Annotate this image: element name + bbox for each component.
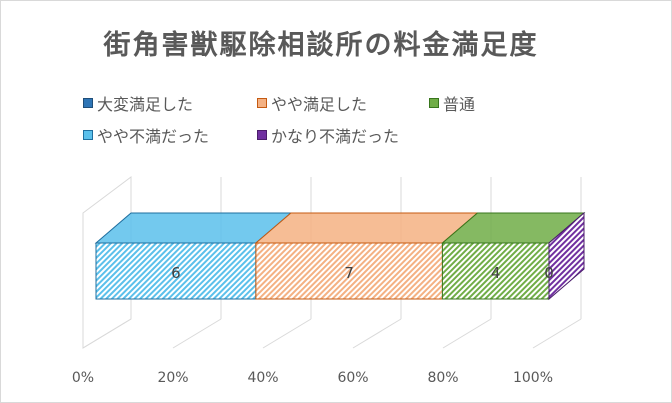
legend-item-very-dissatisfied: かなり不満だった [257,123,399,147]
bar-segment [255,242,443,300]
x-tick-label: 60% [337,370,368,386]
legend-swatch [83,130,93,140]
x-tick-label: 20% [157,370,188,386]
data-label: 6 [171,264,181,282]
data-label: 0 [544,264,554,282]
legend-label: やや満足した [271,95,368,114]
bar-top-face [254,212,479,244]
legend-swatch [257,98,267,108]
bar-segment [441,242,550,300]
x-tick-label: 100% [513,370,553,386]
legend-label: かなり不満だった [271,127,400,146]
x-tick-label: 80% [427,370,458,386]
legend-item-somewhat-satisfied: やや満足した [257,91,367,115]
x-tick-label: 40% [247,370,278,386]
legend-item-neutral: 普通 [429,91,475,115]
floor-gridline [442,318,492,349]
chart-title: 街角害獣駆除相談所の料金満足度 [103,30,539,61]
legend-item-somewhat-dissatisfied: やや不満だった [83,123,209,147]
floor-gridline [352,318,402,349]
bars [94,211,586,301]
data-label: 4 [491,264,501,282]
data-labels: 6 7 4 0 [171,264,554,282]
legend-label: やや不満だった [97,127,210,146]
x-axis-ticks: 0% 20% 40% 60% 80% 100% [72,370,553,386]
floor-gridline [532,318,582,349]
floor-gridline [172,318,222,349]
data-label: 7 [344,264,354,282]
legend-swatch [83,98,93,108]
legend-swatch [429,98,439,108]
legend-item-very-satisfied: 大変満足した [83,91,193,115]
legend-label: 普通 [443,95,476,114]
legend-swatch [257,130,267,140]
bar-end-face [548,211,585,301]
x-tick-label: 0% [72,370,94,386]
legend-label: 大変満足した [97,95,194,114]
side-wall [82,176,132,349]
floor-gridline [262,318,312,349]
